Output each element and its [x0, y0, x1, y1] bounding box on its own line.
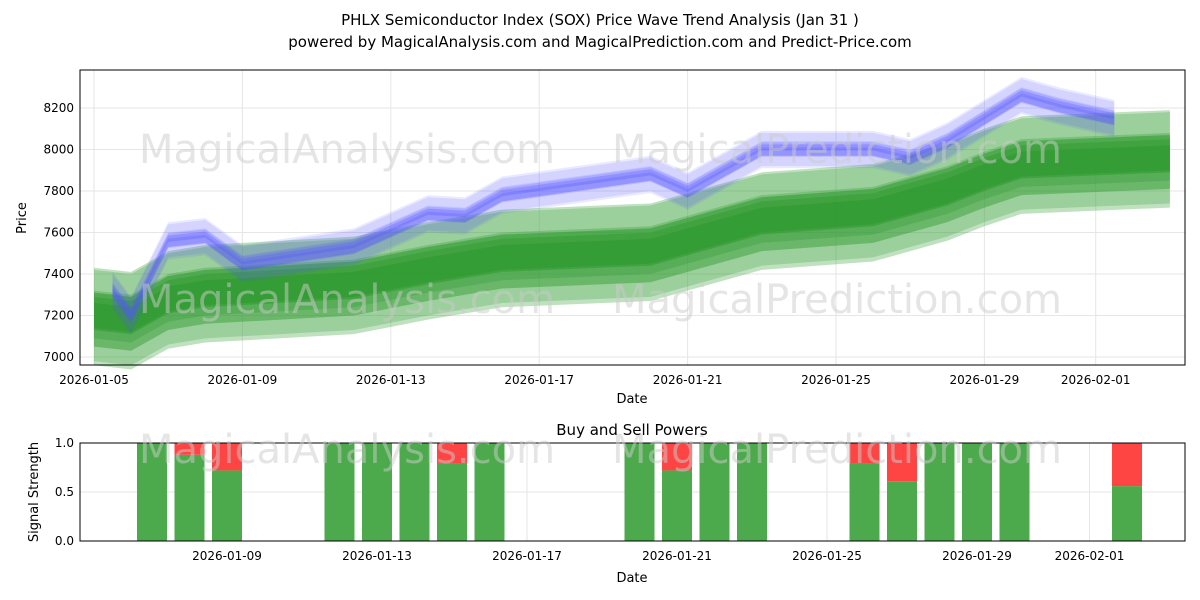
x-tick-label: 2026-01-21 [642, 549, 712, 563]
blue-wave-band [112, 78, 1115, 322]
watermark: MagicalPrediction.com [612, 427, 1062, 473]
buy-bar [437, 463, 467, 541]
sell-bar [212, 443, 242, 471]
x-tick-label: 2026-01-13 [356, 373, 426, 387]
buy-bar [924, 443, 955, 541]
x-tick-label: 2026-01-25 [792, 549, 862, 563]
buy-bar [962, 443, 992, 541]
y-tick-label: 7800 [43, 184, 74, 198]
buy-bar [699, 443, 730, 541]
signal-chart: 0.0 0.5 1.0 2026-01-09 2026-01-13 2026-01-17 2… [55, 436, 1186, 563]
signal-xlabel: Date [616, 571, 647, 586]
x-tick-label: 2026-02-01 [1061, 373, 1131, 387]
buy-bar [1112, 486, 1142, 541]
x-tick-label: 2026-01-17 [504, 373, 574, 387]
blue-wave-band [112, 90, 1115, 317]
y-tick-label: 1.0 [55, 436, 74, 450]
price-ylabel: Price [15, 202, 30, 234]
sell-bar [174, 443, 205, 455]
x-tick-label: 2026-01-09 [208, 373, 278, 387]
sell-bar [437, 443, 467, 464]
x-tick-label: 2026-01-25 [801, 373, 871, 387]
chart-subtitle: powered by MagicalAnalysis.com and Magic… [288, 33, 912, 51]
buy-bar [324, 443, 355, 541]
buy-bar [849, 463, 880, 541]
sell-bar [849, 443, 880, 464]
buy-bar [624, 443, 655, 541]
buy-bar [399, 443, 430, 541]
watermark: MagicalAnalysis.com [139, 277, 555, 323]
watermark: MagicalAnalysis.com [139, 127, 555, 173]
blue-wave-band [112, 88, 1115, 323]
blue-wave-band [112, 93, 1115, 322]
x-tick-label: 2026-02-01 [1055, 549, 1125, 563]
y-tick-label: 8000 [43, 143, 74, 157]
y-tick-label: 7200 [43, 309, 74, 323]
x-tick-label: 2026-01-21 [653, 373, 723, 387]
watermark: MagicalAnalysis.com [139, 427, 555, 473]
watermark: MagicalPrediction.com [612, 127, 1062, 173]
plot-frame [79, 69, 1186, 366]
blue-wave-band [112, 87, 1115, 333]
blue-wave-band [112, 76, 1115, 335]
buy-bar [999, 443, 1030, 541]
x-tick-label: 2026-01-29 [950, 373, 1020, 387]
y-tick-label: 7600 [43, 226, 74, 240]
buy-bar [474, 443, 505, 541]
buy-bar [137, 443, 167, 541]
watermark: MagicalPrediction.com [612, 277, 1062, 323]
signal-title: Buy and Sell Powers [556, 421, 708, 439]
sell-bar [1112, 443, 1142, 487]
x-tick-label: 2026-01-13 [342, 549, 412, 563]
buy-bar [212, 470, 242, 541]
buy-bar [887, 481, 917, 541]
x-tick-label: 2026-01-29 [942, 549, 1012, 563]
buy-bar [662, 470, 692, 541]
signal-ylabel: Signal Strength [27, 442, 42, 542]
x-tick-label: 2026-01-05 [59, 373, 129, 387]
buy-bar [174, 454, 205, 541]
sell-bar [887, 443, 917, 482]
sell-bar [662, 443, 692, 471]
y-tick-label: 7000 [43, 350, 74, 364]
y-tick-label: 8200 [43, 101, 74, 115]
price-xlabel: Date [616, 392, 647, 407]
buy-bar [737, 443, 767, 541]
buy-bar [362, 443, 392, 541]
x-tick-label: 2026-01-09 [192, 549, 262, 563]
price-chart: 7000 7200 7400 7600 7800 8000 8200 2026-01-05 20… [43, 69, 1186, 387]
plot-frame [79, 442, 1186, 542]
y-tick-label: 0.5 [55, 485, 74, 499]
x-tick-label: 2026-01-17 [492, 549, 562, 563]
y-tick-label: 0.0 [55, 534, 74, 548]
green-wave-band [94, 145, 1170, 333]
chart-title: PHLX Semiconductor Index (SOX) Price Wav… [341, 11, 859, 29]
y-tick-label: 7400 [43, 267, 74, 281]
